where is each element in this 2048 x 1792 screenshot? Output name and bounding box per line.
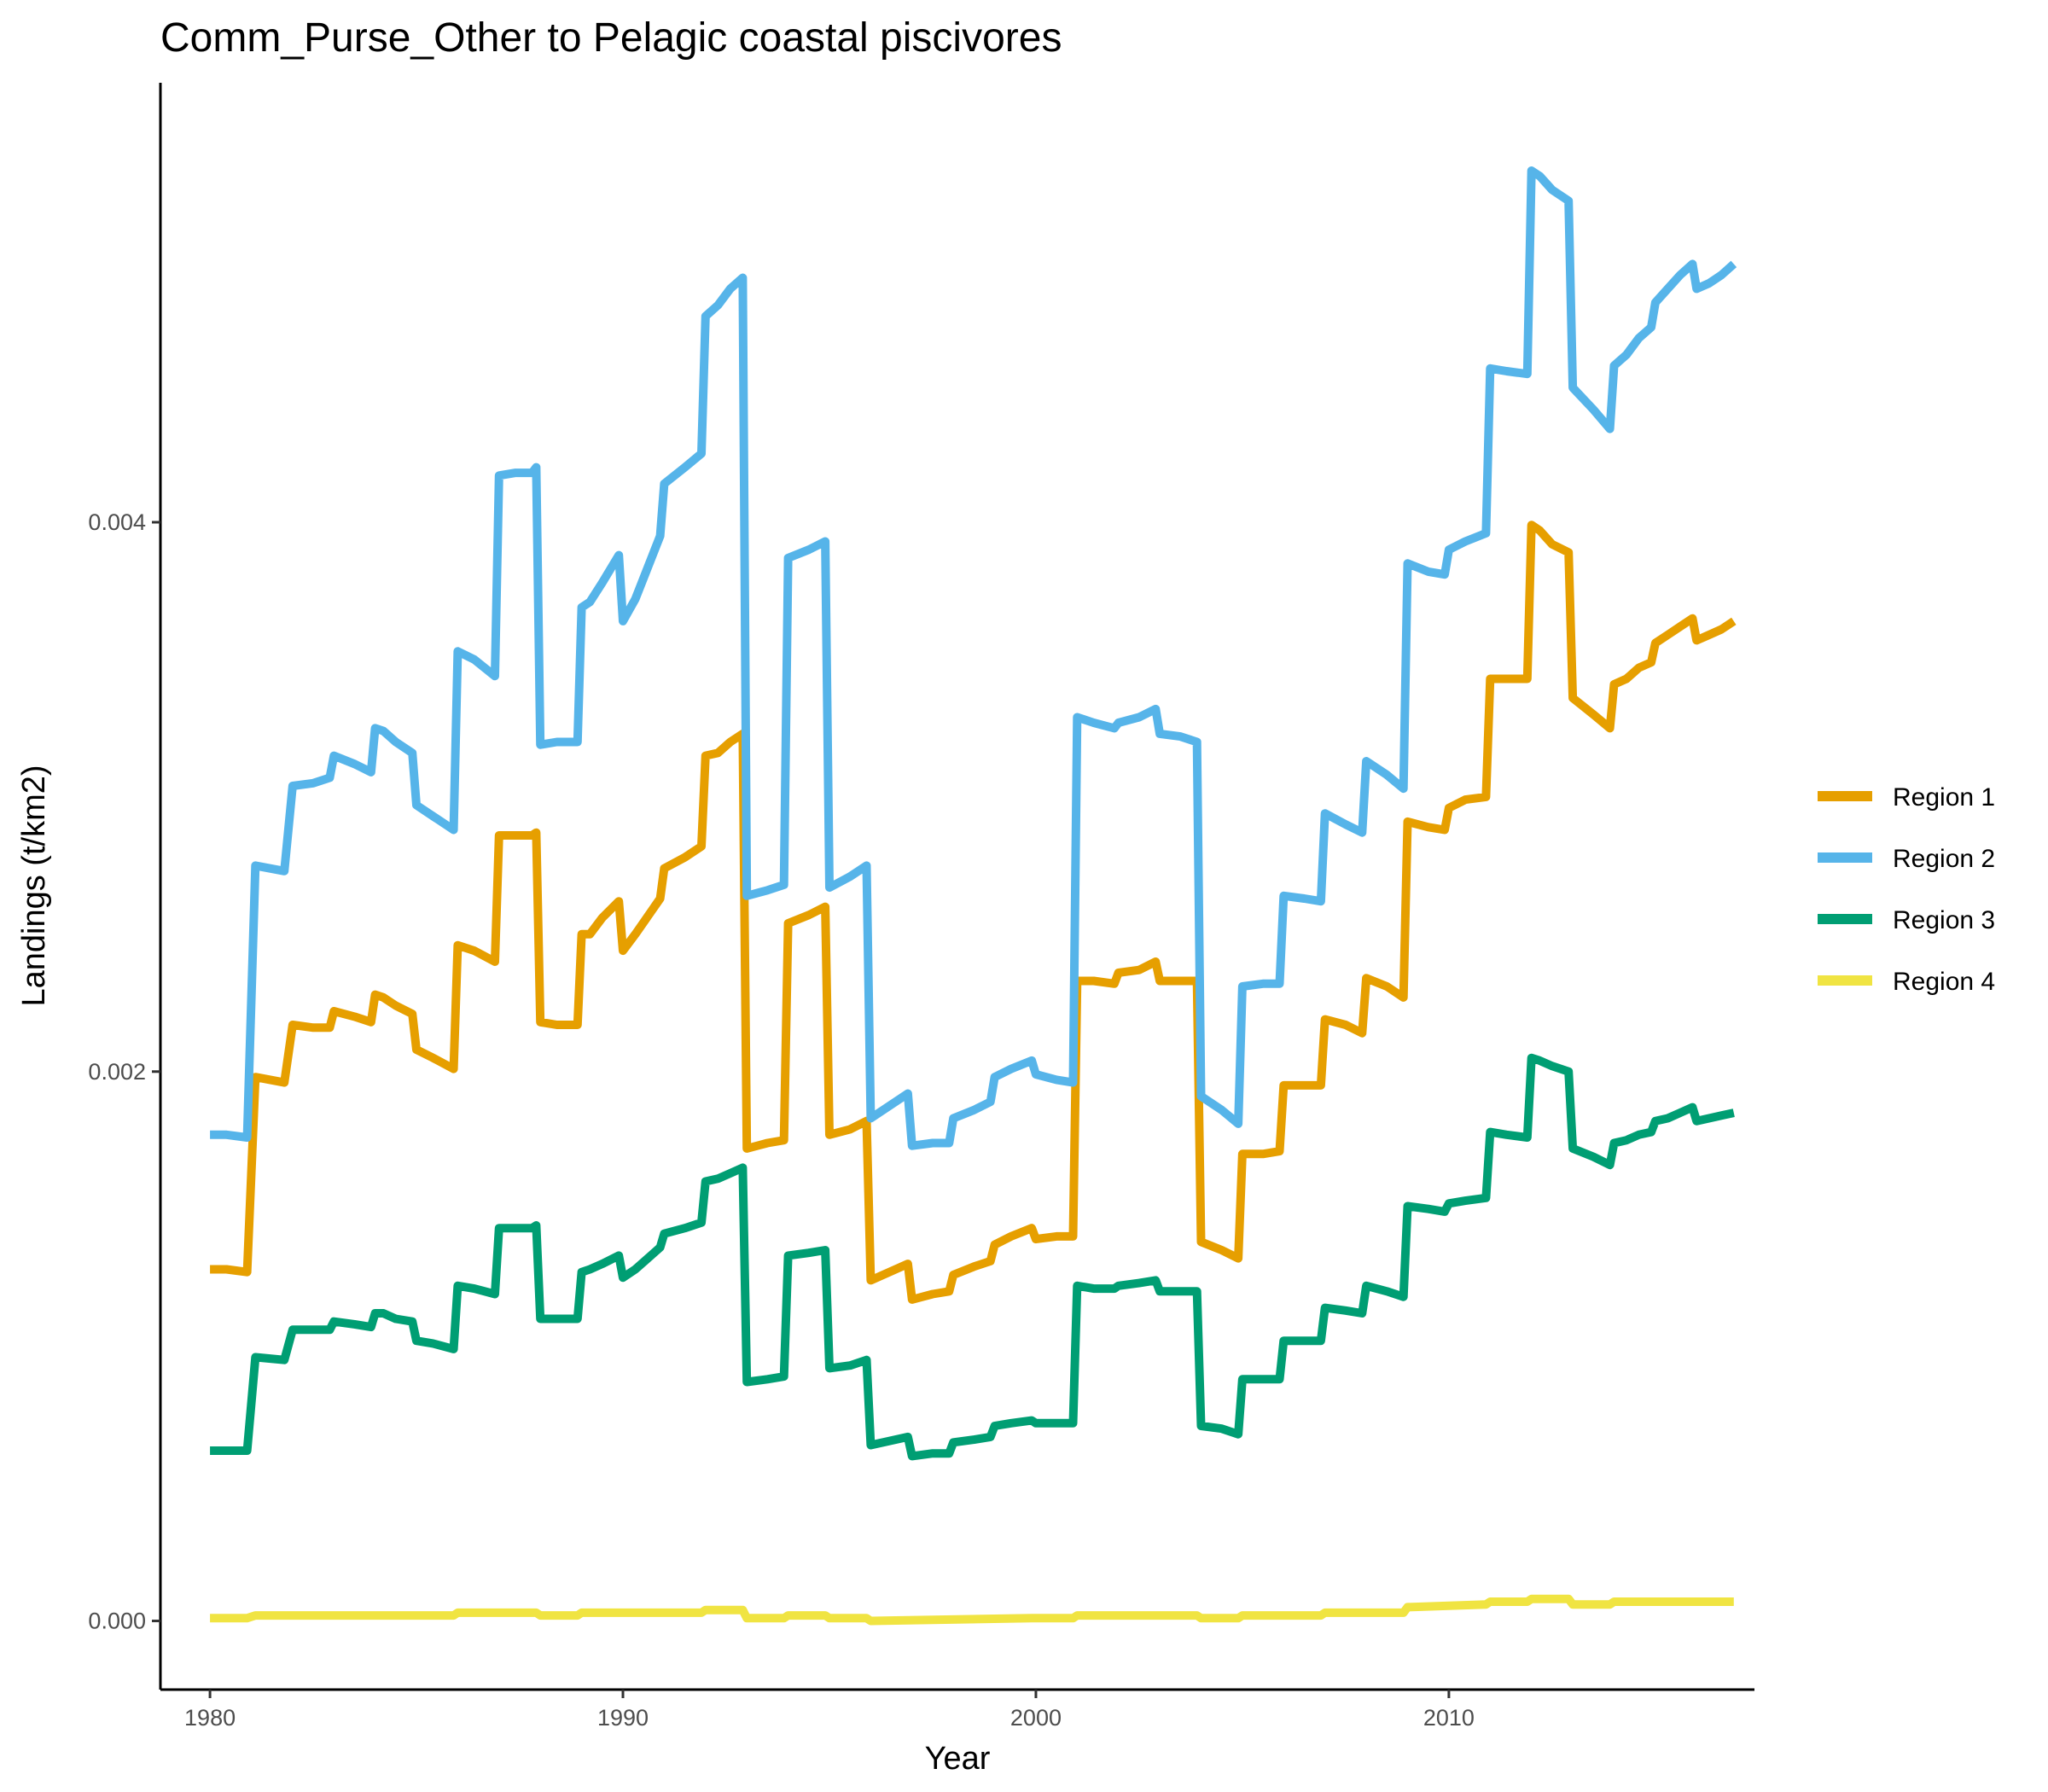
- legend-item: Region 3: [1818, 906, 1995, 934]
- x-axis-ticks: 1980 1990 2000 2010: [184, 1690, 1475, 1731]
- y-tick-label: 0.000: [88, 1609, 146, 1634]
- x-tick-label: 1980: [184, 1705, 236, 1731]
- y-tick-label: 0.002: [88, 1059, 146, 1085]
- legend-label: Region 2: [1893, 845, 1995, 873]
- y-axis-title: Landings (t/km2): [16, 765, 52, 1006]
- legend-item: Region 1: [1818, 783, 1995, 812]
- x-tick-label: 2000: [1010, 1705, 1062, 1731]
- legend-label: Region 1: [1893, 783, 1995, 812]
- y-axis-ticks: 0.000 0.002 0.004: [88, 509, 160, 1634]
- y-tick-label: 0.004: [88, 509, 146, 535]
- series-line-region-3: [210, 1053, 1735, 1461]
- series-line-region-4: [210, 1594, 1734, 1626]
- series-line-region-2: [210, 166, 1737, 1150]
- plot-area: 0.000 0.002 0.004 1980 1990 2000 2010: [88, 83, 1754, 1731]
- x-tick-label: 2010: [1423, 1705, 1475, 1731]
- legend: Region 1 Region 2 Region 3 Region 4: [1818, 783, 1995, 996]
- legend-label: Region 4: [1893, 968, 1995, 996]
- legend-item: Region 2: [1818, 845, 1995, 873]
- series-line-region-1: [210, 521, 1737, 1304]
- x-axis-title: Year: [925, 1741, 991, 1777]
- legend-label: Region 3: [1893, 906, 1995, 934]
- series-layer: [210, 166, 1737, 1626]
- legend-item: Region 4: [1818, 968, 1995, 996]
- chart-title: Comm_Purse_Other to Pelagic coastal pisc…: [160, 15, 1062, 61]
- x-tick-label: 1990: [597, 1705, 649, 1731]
